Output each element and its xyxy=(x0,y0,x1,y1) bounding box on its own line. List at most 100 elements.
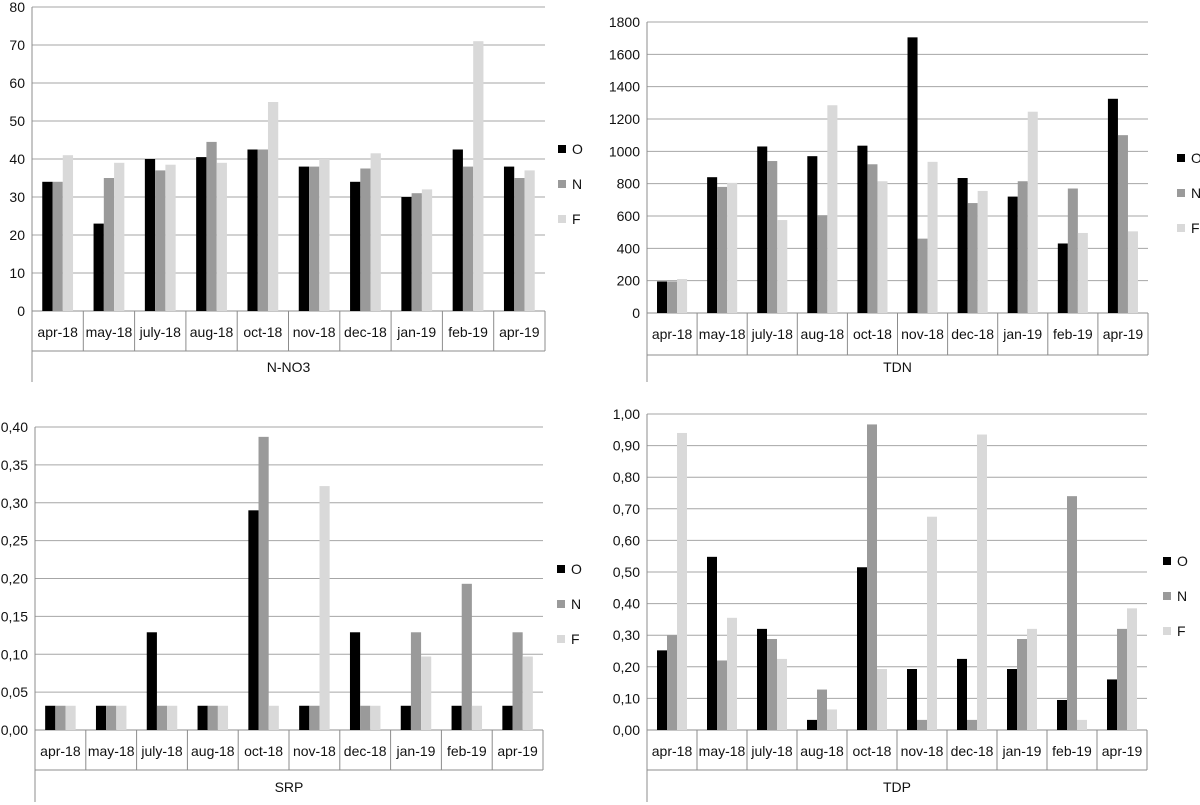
tdn-bar-f-aug-18 xyxy=(827,105,838,313)
n-no3-bar-f-apr-19 xyxy=(524,170,535,311)
chart-n-no3-svg: 0 10 20 30 40 50 60 70 80 apr-18 may-18 july-18 aug-… xyxy=(9,0,583,382)
tdp-bar-n-feb-19 xyxy=(1067,496,1077,730)
tdn-bar-o-dec-18 xyxy=(957,178,968,313)
n-no3-category-label: jan-19 xyxy=(396,324,436,340)
srp-bar-o-dec-18 xyxy=(349,632,361,730)
n-no3-bar-o-july-18 xyxy=(144,159,156,311)
srp-bar-n-aug-18 xyxy=(207,705,218,730)
tdp-bar-f-apr-18 xyxy=(677,432,687,730)
tdp-ytick-label: 0,90 xyxy=(613,438,640,454)
tdn-bar-f-apr-19 xyxy=(1127,231,1138,313)
chart-srp-svg: 0,00 0,05 0,10 0,15 0,20 0,25 0,30 0,35 0,40 apr-… xyxy=(1,419,582,802)
tdn-bar-f-may-18 xyxy=(727,182,738,313)
tdn-category-label: jan-19 xyxy=(1002,326,1042,342)
n-no3-bar-f-feb-19 xyxy=(473,41,484,311)
tdp-category-label: oct-18 xyxy=(853,743,892,759)
tdn-bar-f-dec-18 xyxy=(977,190,988,313)
srp-bar-o-nov-18 xyxy=(299,705,310,730)
srp-category-label: dec-18 xyxy=(344,743,387,759)
chart-tdn-svg: 0 200 400 600 800 1000 1200 1400 1600 1800 apr-18 m… xyxy=(609,14,1200,382)
srp-bar-f-july-18 xyxy=(167,705,178,730)
srp-category-label: apr-19 xyxy=(497,743,538,759)
srp-bar-o-oct-18 xyxy=(248,510,259,730)
tdn-bar-o-july-18 xyxy=(757,146,768,313)
srp-bar-o-jan-19 xyxy=(400,705,411,730)
srp-ytick-label: 0,05 xyxy=(1,684,28,700)
tdp-bar-n-jan-19 xyxy=(1017,638,1027,730)
tdp-bar-n-july-18 xyxy=(767,638,777,730)
tdn-bar-n-july-18 xyxy=(767,161,778,313)
tdp-ytick-label: 0,30 xyxy=(613,627,640,643)
tdp-ytick-label: 0,50 xyxy=(613,564,640,580)
tdp-legend-label-f: F xyxy=(1177,623,1186,639)
chart-srp: 0,00 0,05 0,10 0,15 0,20 0,25 0,30 0,35 0,40 apr-… xyxy=(0,400,600,805)
tdp-bar-o-dec-18 xyxy=(957,658,967,730)
tdp-bar-f-aug-18 xyxy=(827,709,837,730)
srp-bar-f-nov-18 xyxy=(319,486,330,730)
tdp-ytick-label: 0,80 xyxy=(613,469,640,485)
n-no3-ytick-label: 50 xyxy=(9,113,25,129)
tdn-ytick-label: 1200 xyxy=(609,111,640,127)
n-no3-bar-n-may-18 xyxy=(103,178,115,311)
tdp-bar-o-nov-18 xyxy=(907,669,917,730)
srp-bar-f-may-18 xyxy=(116,705,127,730)
tdp-category-label: feb-19 xyxy=(1052,743,1092,759)
tdp-category-label: may-18 xyxy=(699,743,746,759)
n-no3-ytick-label: 10 xyxy=(9,265,25,281)
n-no3-legend-label-o: O xyxy=(572,141,583,157)
srp-legend-swatch-o xyxy=(557,565,565,573)
tdn-bar-f-jan-19 xyxy=(1027,111,1038,313)
n-no3-category-label: apr-19 xyxy=(499,324,540,340)
tdn-bar-n-apr-18 xyxy=(667,281,678,313)
n-no3-bar-n-feb-19 xyxy=(462,166,474,311)
tdn-category-label: feb-19 xyxy=(1053,326,1093,342)
srp-legend-swatch-n xyxy=(557,600,565,608)
srp-bar-o-apr-18 xyxy=(45,705,56,730)
tdp-bar-n-dec-18 xyxy=(967,719,977,730)
tdn-category-label: oct-18 xyxy=(853,326,892,342)
srp-bar-n-jan-19 xyxy=(410,632,422,730)
tdn-category-label: dec-18 xyxy=(951,326,994,342)
n-no3-category-label: apr-18 xyxy=(37,324,78,340)
tdp-bar-o-feb-19 xyxy=(1057,699,1067,730)
tdp-ytick-label: 0,20 xyxy=(613,659,640,675)
tdn-legend-swatch-f xyxy=(1177,224,1185,232)
n-no3-bar-o-dec-18 xyxy=(350,181,361,311)
tdp-ytick-label: 0,10 xyxy=(613,690,640,706)
n-no3-bar-n-aug-18 xyxy=(206,141,217,311)
n-no3-category-label: dec-18 xyxy=(344,324,387,340)
srp-bar-o-feb-19 xyxy=(451,705,462,730)
srp-bar-n-apr-18 xyxy=(55,705,66,730)
srp-category-label: jan-19 xyxy=(396,743,436,759)
srp-bar-n-feb-19 xyxy=(461,583,472,730)
srp-bar-f-apr-19 xyxy=(522,656,533,730)
n-no3-ytick-label: 20 xyxy=(9,227,25,243)
srp-ytick-label: 0,30 xyxy=(1,495,28,511)
tdp-bar-f-nov-18 xyxy=(927,516,937,730)
n-no3-legend-label-n: N xyxy=(572,176,582,192)
n-no3-category-label: aug-18 xyxy=(190,324,234,340)
n-no3-bar-f-jan-19 xyxy=(421,189,433,311)
srp-bar-f-dec-18 xyxy=(370,705,381,730)
tdp-bar-n-aug-18 xyxy=(817,689,827,730)
tdp-legend-label-n: N xyxy=(1177,588,1187,604)
tdn-bar-o-nov-18 xyxy=(907,37,918,313)
n-no3-bar-o-may-18 xyxy=(93,223,104,311)
tdn-bar-o-feb-19 xyxy=(1057,243,1068,313)
n-no3-category-label: may-18 xyxy=(86,324,133,340)
n-no3-legend-label-f: F xyxy=(572,211,581,227)
tdp-category-label: jan-19 xyxy=(1002,743,1042,759)
tdn-ytick-label: 1800 xyxy=(609,14,640,30)
n-no3-bar-n-jan-19 xyxy=(411,193,422,311)
tdn-bar-n-oct-18 xyxy=(867,164,878,313)
tdn-ytick-label: 800 xyxy=(617,176,641,192)
srp-legend-label-n: N xyxy=(571,596,581,612)
tdn-axis-title: TDN xyxy=(883,359,912,375)
n-no3-ytick-label: 80 xyxy=(9,0,25,15)
tdp-axis-title: TDP xyxy=(883,779,911,795)
srp-category-label: feb-19 xyxy=(447,743,487,759)
tdp-bar-f-dec-18 xyxy=(977,434,987,730)
tdn-bar-n-may-18 xyxy=(717,186,728,313)
tdp-bar-o-jan-19 xyxy=(1007,669,1017,730)
tdp-legend-label-o: O xyxy=(1177,553,1188,569)
